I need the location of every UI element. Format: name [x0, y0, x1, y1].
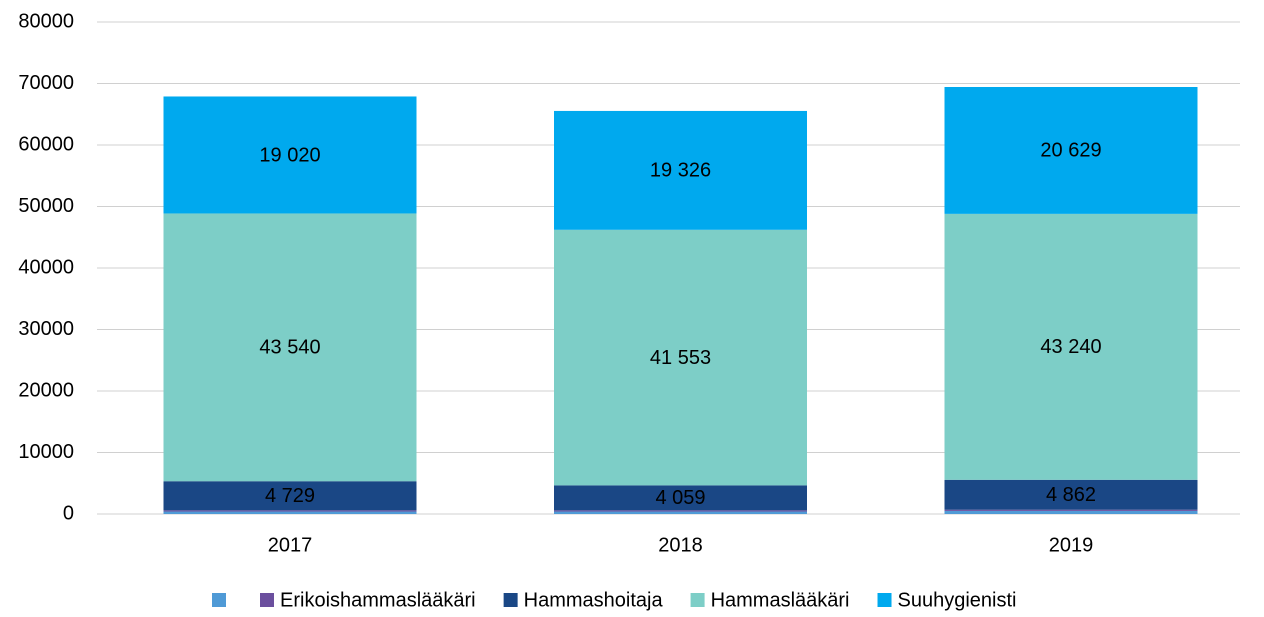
- legend-label: Suuhygienisti: [898, 589, 1017, 611]
- bar-segment: [944, 510, 1198, 514]
- legend-label: Erikoishammaslääkäri: [280, 589, 476, 611]
- y-tick-label: 10000: [18, 441, 74, 463]
- x-tick-label: 2018: [658, 534, 703, 556]
- bar-segment: [944, 479, 1198, 510]
- bar-segment: [163, 213, 417, 482]
- y-tick-label: 60000: [18, 133, 74, 155]
- data-label: 4 729: [265, 485, 315, 507]
- legend-swatch: [212, 593, 226, 607]
- y-tick-label: 50000: [18, 195, 74, 217]
- bar-segment: [163, 510, 417, 512]
- bar-segment: [944, 509, 1198, 511]
- y-tick-label: 80000: [18, 10, 74, 32]
- bar-segment: [163, 511, 417, 514]
- bar-segment: [554, 510, 807, 512]
- data-label: 4 862: [1046, 484, 1096, 506]
- data-label: 4 059: [655, 487, 705, 509]
- y-tick-label: 30000: [18, 318, 74, 340]
- y-tick-label: 0: [63, 502, 74, 524]
- bar-segment: [944, 86, 1198, 214]
- bar-segment: [163, 96, 417, 214]
- x-tick-label: 2019: [1049, 534, 1094, 556]
- bar-segment: [163, 481, 417, 511]
- y-tick-label: 20000: [18, 379, 74, 401]
- y-tick-label: 70000: [18, 72, 74, 94]
- bar-segment: [554, 229, 807, 486]
- y-tick-label: 40000: [18, 256, 74, 278]
- legend-swatch: [503, 593, 518, 607]
- data-label: 20 629: [1040, 140, 1101, 162]
- data-label: 19 326: [650, 160, 711, 182]
- bar-segment: [554, 485, 807, 511]
- legend-label: Hammaslääkäri: [711, 589, 850, 611]
- data-label: 19 020: [259, 144, 320, 166]
- data-label: 41 553: [650, 347, 711, 369]
- bar-segment: [554, 110, 807, 230]
- data-label: 43 540: [259, 337, 320, 359]
- bar-segment: [554, 511, 807, 514]
- bar-segment: [944, 213, 1198, 480]
- x-tick-label: 2017: [268, 534, 313, 556]
- legend-swatch: [260, 593, 274, 607]
- data-label: 43 240: [1040, 336, 1101, 358]
- legend-label: Hammashoitaja: [524, 589, 664, 611]
- legend-swatch: [690, 593, 705, 607]
- legend-swatch: [877, 593, 892, 607]
